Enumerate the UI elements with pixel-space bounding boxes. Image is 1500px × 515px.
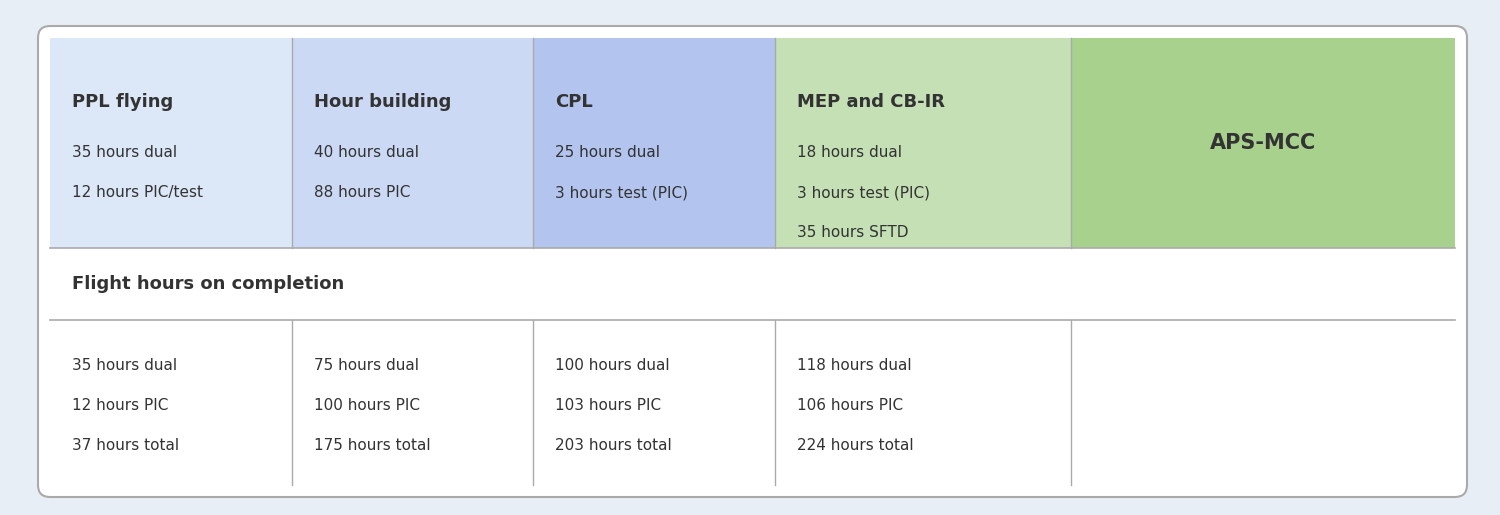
Bar: [534, 38, 776, 248]
Text: 35 hours dual: 35 hours dual: [72, 358, 177, 373]
Text: 175 hours total: 175 hours total: [314, 438, 430, 453]
Text: 35 hours dual: 35 hours dual: [72, 145, 177, 160]
Text: CPL: CPL: [555, 93, 592, 111]
Text: 3 hours test (PIC): 3 hours test (PIC): [796, 185, 930, 200]
Text: APS-MCC: APS-MCC: [1210, 133, 1317, 153]
FancyBboxPatch shape: [38, 26, 1467, 497]
Text: 100 hours dual: 100 hours dual: [555, 358, 670, 373]
Text: 88 hours PIC: 88 hours PIC: [314, 185, 410, 200]
Text: 103 hours PIC: 103 hours PIC: [555, 398, 662, 413]
Text: Flight hours on completion: Flight hours on completion: [72, 275, 344, 293]
Text: 12 hours PIC/test: 12 hours PIC/test: [72, 185, 202, 200]
Bar: [291, 38, 534, 248]
Bar: [50, 38, 291, 248]
Text: 3 hours test (PIC): 3 hours test (PIC): [555, 185, 688, 200]
Text: MEP and CB-IR: MEP and CB-IR: [796, 93, 945, 111]
Text: Hour building: Hour building: [314, 93, 452, 111]
Bar: [776, 38, 1071, 248]
Text: PPL flying: PPL flying: [72, 93, 172, 111]
Text: 203 hours total: 203 hours total: [555, 438, 672, 453]
Text: 37 hours total: 37 hours total: [72, 438, 178, 453]
Text: 100 hours PIC: 100 hours PIC: [314, 398, 420, 413]
Text: 106 hours PIC: 106 hours PIC: [796, 398, 903, 413]
Text: 40 hours dual: 40 hours dual: [314, 145, 419, 160]
Text: 118 hours dual: 118 hours dual: [796, 358, 912, 373]
Text: 75 hours dual: 75 hours dual: [314, 358, 419, 373]
Text: 18 hours dual: 18 hours dual: [796, 145, 901, 160]
Text: 224 hours total: 224 hours total: [796, 438, 914, 453]
Text: 35 hours SFTD: 35 hours SFTD: [796, 225, 909, 240]
Text: 12 hours PIC: 12 hours PIC: [72, 398, 168, 413]
Text: 25 hours dual: 25 hours dual: [555, 145, 660, 160]
Bar: [1071, 38, 1455, 248]
